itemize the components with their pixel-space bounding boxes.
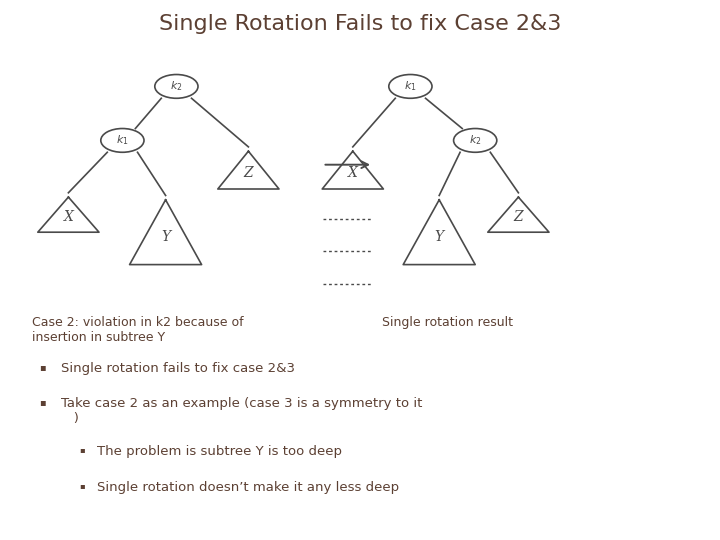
Text: ▪: ▪ <box>79 446 85 455</box>
Text: Z: Z <box>243 166 253 180</box>
Text: ▪: ▪ <box>40 397 46 407</box>
Text: Single rotation doesn’t make it any less deep: Single rotation doesn’t make it any less… <box>97 481 400 494</box>
Text: Take case 2 as an example (case 3 is a symmetry to it
   ): Take case 2 as an example (case 3 is a s… <box>61 397 423 425</box>
Text: The problem is subtree Y is too deep: The problem is subtree Y is too deep <box>97 446 342 458</box>
Text: X: X <box>348 166 358 180</box>
Text: $k_2$: $k_2$ <box>170 79 183 93</box>
Text: Y: Y <box>435 231 444 245</box>
Text: ▪: ▪ <box>79 481 85 490</box>
Text: $k_2$: $k_2$ <box>469 133 482 147</box>
Text: $k_1$: $k_1$ <box>404 79 417 93</box>
Text: $k_1$: $k_1$ <box>116 133 129 147</box>
Text: Case 2: violation in k2 because of
insertion in subtree Y: Case 2: violation in k2 because of inser… <box>32 316 244 344</box>
Text: Z: Z <box>513 211 523 225</box>
Text: Single rotation result: Single rotation result <box>382 316 513 329</box>
Text: Single Rotation Fails to fix Case 2&3: Single Rotation Fails to fix Case 2&3 <box>159 14 561 33</box>
Text: ▪: ▪ <box>40 362 46 372</box>
Text: X: X <box>63 211 73 225</box>
Text: Y: Y <box>161 231 170 245</box>
Text: Single rotation fails to fix case 2&3: Single rotation fails to fix case 2&3 <box>61 362 295 375</box>
